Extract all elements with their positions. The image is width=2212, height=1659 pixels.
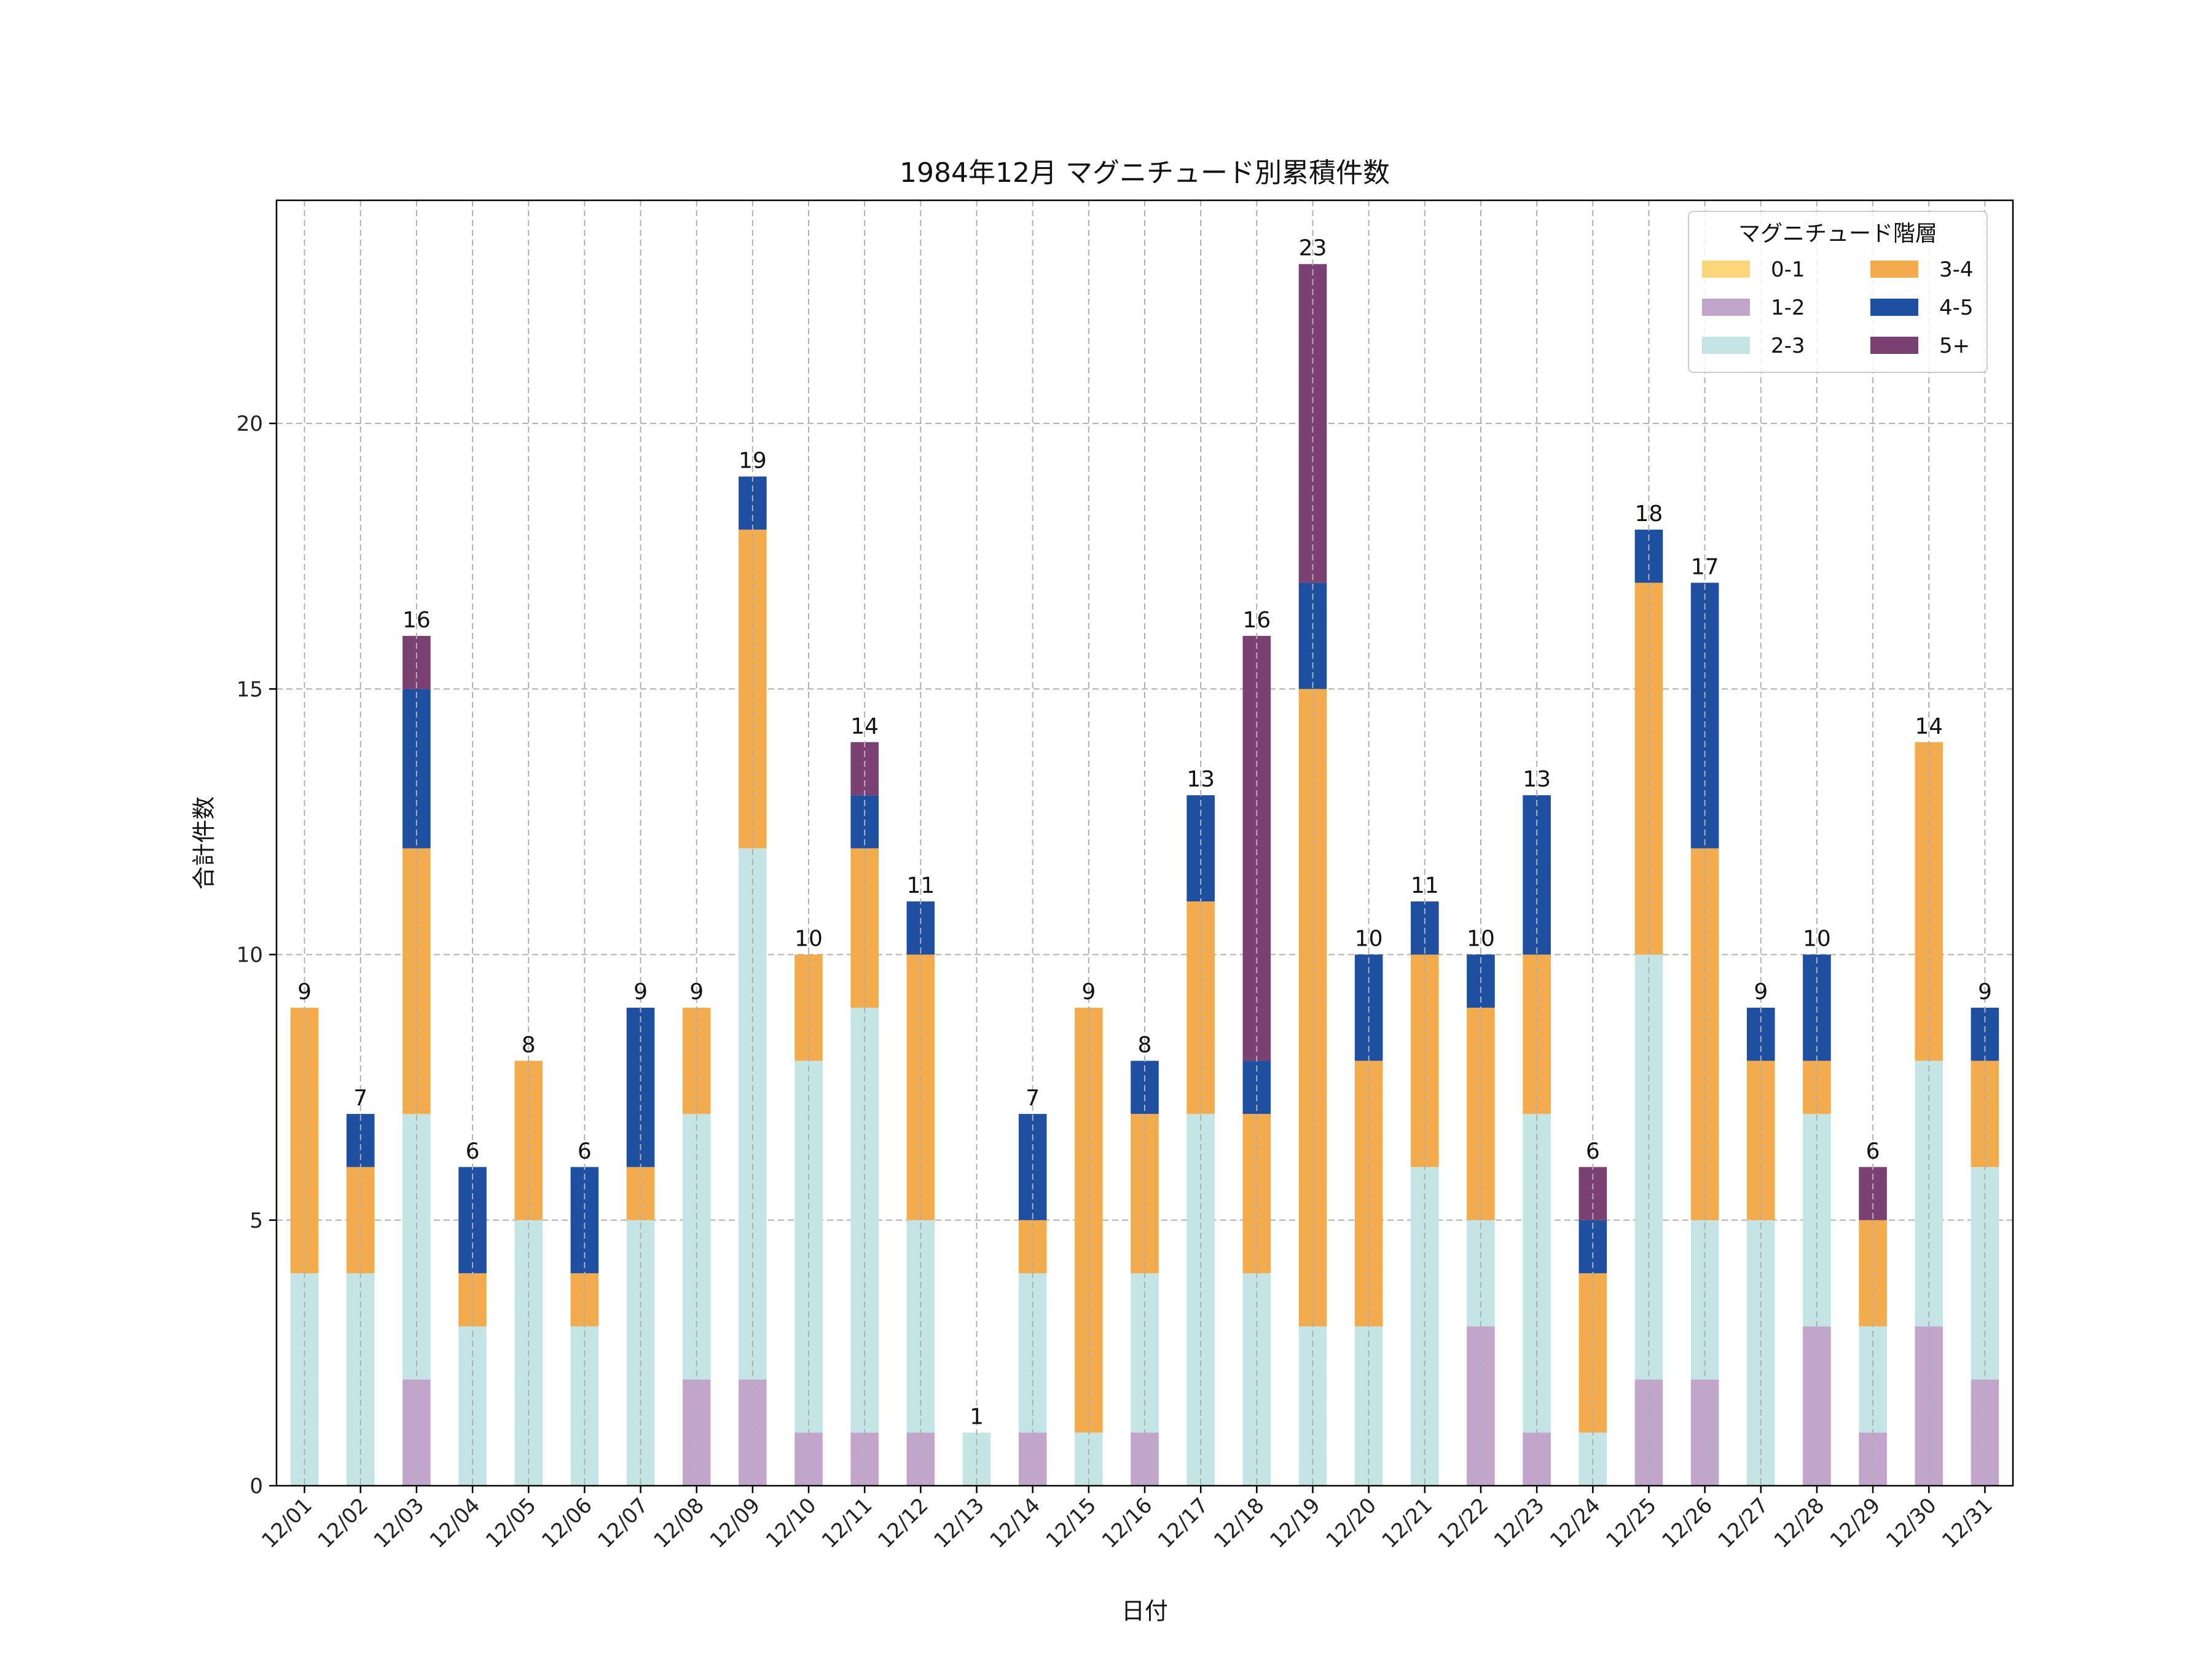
bar-total-label: 14 <box>1915 714 1943 739</box>
bar-total-label: 9 <box>1754 979 1768 1005</box>
bar-total-label: 11 <box>1411 873 1439 898</box>
bar-total-label: 10 <box>1803 927 1831 952</box>
bar-total-label: 6 <box>466 1139 480 1164</box>
y-tick-label: 5 <box>249 1209 263 1233</box>
bar-total-label: 16 <box>402 608 431 633</box>
bar-total-label: 9 <box>297 979 312 1005</box>
bar-total-label: 1 <box>970 1405 984 1430</box>
legend-label: 3-4 <box>1939 257 1974 282</box>
bar-segment <box>739 476 767 530</box>
y-axis-title: 合計件数 <box>190 796 218 890</box>
bar-segment <box>739 848 767 1380</box>
legend-label: 5+ <box>1939 334 1970 358</box>
legend-label: 0-1 <box>1771 257 1805 282</box>
bar-total-label: 6 <box>1866 1139 1880 1164</box>
bar-total-label: 9 <box>689 979 704 1005</box>
bar-total-label: 13 <box>1186 767 1215 792</box>
legend-label: 2-3 <box>1771 334 1805 358</box>
bar-segment <box>1971 1007 1999 1061</box>
y-tick-label: 15 <box>237 677 263 702</box>
y-axis: 0 5 10 15 20 <box>237 412 276 1499</box>
bar-segment <box>850 742 879 796</box>
bar-total-label: 13 <box>1523 767 1551 792</box>
bar-total-label: 10 <box>794 927 823 952</box>
legend-swatch <box>1870 299 1918 316</box>
bar-total-label: 6 <box>1586 1139 1600 1164</box>
bar-total-label: 16 <box>1242 608 1271 633</box>
bar-total-label: 10 <box>1467 927 1495 952</box>
bar-total-label: 9 <box>1978 979 1992 1005</box>
bar-total-label: 14 <box>850 714 879 739</box>
bar-segment <box>570 1273 599 1327</box>
legend-swatch <box>1702 261 1750 278</box>
y-tick-label: 20 <box>237 412 263 436</box>
bar-total-label: 9 <box>633 979 648 1005</box>
bar-total-label: 23 <box>1299 236 1327 261</box>
legend: マグニチュード階層 0-1 1-2 2-3 3-4 4-5 5+ <box>1688 211 1988 373</box>
legend-title: マグニチュード階層 <box>1738 221 1937 246</box>
bar-segment <box>1746 1007 1775 1061</box>
chart-title: 1984年12月 マグニチュード別累積件数 <box>900 157 1390 189</box>
bar-total-label: 18 <box>1635 501 1663 527</box>
legend-box <box>1688 211 1988 373</box>
legend-swatch <box>1702 299 1750 316</box>
bar-total-label: 10 <box>1355 927 1383 952</box>
bar-total-label: 7 <box>353 1086 367 1111</box>
y-tick-label: 10 <box>237 943 263 968</box>
bar-total-label: 19 <box>739 449 767 474</box>
bar-total-label: 17 <box>1691 554 1719 579</box>
bar-segment <box>290 1007 319 1274</box>
bar-total-label: 8 <box>522 1032 536 1057</box>
legend-label: 1-2 <box>1771 296 1805 320</box>
vertical-gridlines <box>304 200 1986 1486</box>
bar-segment <box>458 1273 487 1327</box>
bar-total-label: 6 <box>578 1139 592 1164</box>
bar-total-label: 9 <box>1081 979 1096 1005</box>
legend-swatch <box>1702 337 1750 354</box>
legend-label: 4-5 <box>1939 296 1974 320</box>
legend-swatch <box>1870 261 1918 278</box>
legend-swatch <box>1870 337 1918 354</box>
bar-total-label: 7 <box>1026 1086 1040 1111</box>
x-axis-title: 日付 <box>1121 1598 1168 1625</box>
bar-total-label: 8 <box>1138 1032 1152 1057</box>
bar-total-label: 11 <box>906 873 935 898</box>
y-tick-label: 0 <box>249 1474 263 1499</box>
